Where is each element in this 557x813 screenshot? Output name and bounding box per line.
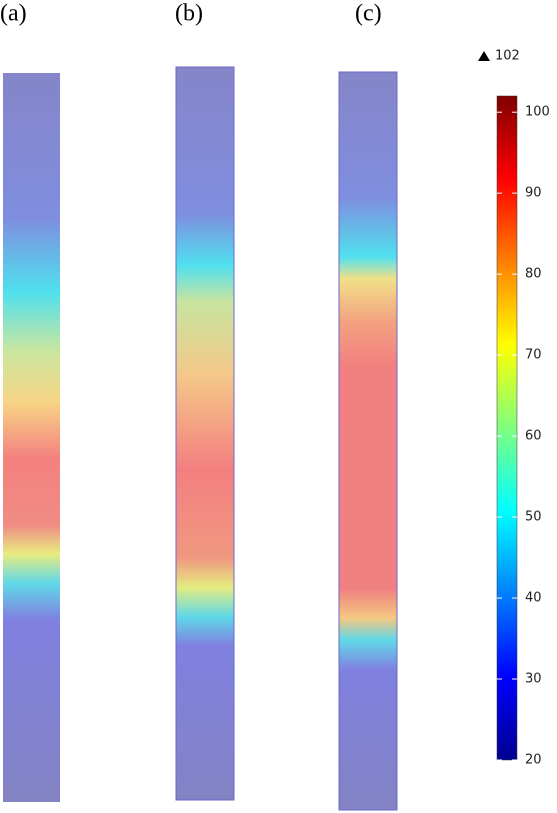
colorbar (496, 95, 518, 761)
max-marker (478, 51, 490, 61)
tick-label: 20 (525, 753, 542, 768)
tick-label: 30 (525, 672, 542, 687)
tick-label: 100 (525, 105, 550, 120)
panel-b-field (175, 66, 235, 801)
max-label: 102 (495, 49, 520, 64)
panel-label: (a) (0, 1, 27, 27)
panel-a-field (3, 73, 60, 802)
panel-label: (c) (355, 1, 382, 27)
tick-label: 60 (525, 429, 542, 444)
panel-label: (b) (175, 1, 203, 27)
tick-label: 50 (525, 510, 542, 525)
tick-label: 80 (525, 267, 542, 282)
panel-c-field (338, 71, 398, 811)
tick-label: 40 (525, 591, 542, 606)
tick-label: 90 (525, 186, 542, 201)
tick-label: 70 (525, 348, 542, 363)
